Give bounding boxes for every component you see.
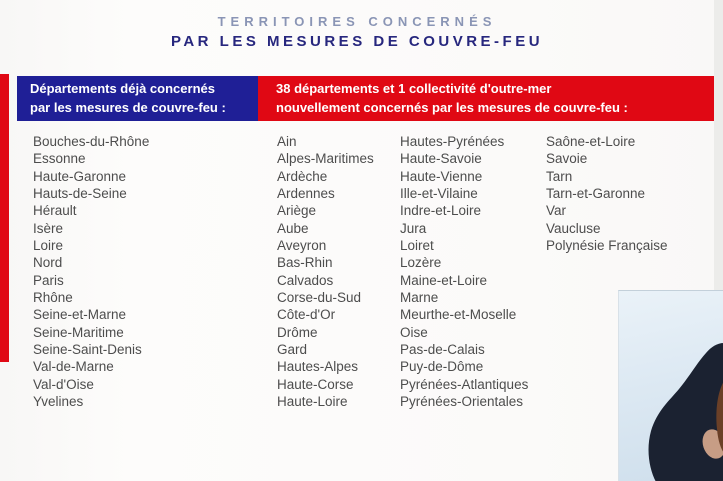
department-item: Haute-Savoie bbox=[400, 151, 482, 167]
department-item: Haute-Vienne bbox=[400, 168, 483, 184]
existing-header-line2: par les mesures de couvre-feu : bbox=[30, 99, 226, 115]
department-item: Loire bbox=[33, 238, 64, 254]
department-item: Pyrénées-Orientales bbox=[400, 394, 524, 410]
department-item: Drôme bbox=[277, 324, 318, 340]
department-item: Côte-d'Or bbox=[277, 307, 336, 323]
department-item: Ardèche bbox=[277, 168, 328, 184]
department-item: Indre-et-Loire bbox=[400, 203, 482, 219]
new-departments-list-col2: Hautes-Pyrénées Haute-Savoie Haute-Vienne I… bbox=[400, 133, 528, 411]
existing-departments-header: Départements déjà concernés par les mesu… bbox=[17, 76, 258, 121]
department-item: Jura bbox=[400, 220, 427, 236]
department-item: Polynésie Française bbox=[546, 238, 668, 254]
department-item: Vaucluse bbox=[546, 220, 601, 236]
department-item: Aveyron bbox=[277, 238, 327, 254]
department-item: Hautes-Alpes bbox=[277, 359, 359, 375]
department-item: Val-de-Marne bbox=[33, 359, 114, 375]
department-item: Rhône bbox=[33, 290, 73, 306]
department-item: Saône-et-Loire bbox=[546, 134, 636, 149]
department-item: Seine-et-Marne bbox=[33, 307, 127, 323]
department-item: Alpes-Maritimes bbox=[277, 151, 374, 167]
department-item: Paris bbox=[33, 272, 64, 288]
department-item: Ille-et-Vilaine bbox=[400, 186, 478, 202]
department-item: Savoie bbox=[546, 151, 588, 167]
new-departments-list-col3: Saône-et-Loire Savoie Tarn Tarn-et-Garonne V… bbox=[546, 133, 668, 254]
department-item: Loiret bbox=[400, 238, 434, 254]
department-item: Ain bbox=[277, 134, 297, 149]
new-departments-list-col1: Ain Alpes-Maritimes Ardèche Ardennes Ariège A… bbox=[277, 133, 374, 411]
department-item: Pas-de-Calais bbox=[400, 342, 485, 358]
department-item: Seine-Maritime bbox=[33, 324, 124, 340]
new-departments-header: 38 départements et 1 collectivité d'outr… bbox=[258, 76, 714, 121]
department-item: Haute-Loire bbox=[277, 394, 348, 410]
department-item: Pyrénées-Atlantiques bbox=[400, 376, 529, 392]
department-item: Bouches-du-Rhône bbox=[33, 134, 150, 149]
department-item: Val-d'Oise bbox=[33, 376, 94, 392]
department-item: Bas-Rhin bbox=[277, 255, 333, 271]
department-item: Tarn-et-Garonne bbox=[546, 186, 646, 202]
department-item: Hauts-de-Seine bbox=[33, 186, 127, 202]
department-item: Hérault bbox=[33, 203, 77, 219]
new-header-line2: nouvellement concernés par les mesures d… bbox=[276, 99, 628, 115]
department-item: Ariège bbox=[277, 203, 317, 219]
right-edge-strip bbox=[714, 0, 723, 481]
department-item: Tarn bbox=[546, 168, 573, 184]
department-item: Gard bbox=[277, 342, 308, 358]
page-title-line1: TERRITOIRES CONCERNÉS bbox=[217, 14, 497, 29]
department-item: Haute-Corse bbox=[277, 376, 354, 392]
department-item: Isère bbox=[33, 220, 64, 236]
department-item: Essonne bbox=[33, 151, 86, 167]
department-item: Maine-et-Loire bbox=[400, 272, 488, 288]
department-item: Aube bbox=[277, 220, 309, 236]
existing-header-line1: Départements déjà concernés bbox=[30, 81, 215, 96]
new-header-line1: 38 départements et 1 collectivité d'outr… bbox=[276, 81, 552, 96]
department-item: Meurthe-et-Moselle bbox=[400, 307, 517, 323]
sign-language-interpreter bbox=[648, 343, 723, 481]
department-item: Puy-de-Dôme bbox=[400, 359, 484, 375]
department-item: Marne bbox=[400, 290, 439, 306]
department-item: Haute-Garonne bbox=[33, 168, 127, 184]
page-title-line2: PAR LES MESURES DE COUVRE-FEU bbox=[170, 33, 544, 50]
department-item: Oise bbox=[400, 324, 428, 340]
section-header-bar: Départements déjà concernés par les mesu… bbox=[17, 76, 714, 121]
department-item: Nord bbox=[33, 255, 63, 271]
department-item: Ardennes bbox=[277, 186, 335, 202]
department-item: Lozère bbox=[400, 255, 442, 271]
existing-departments-list: Bouches-du-Rhône Essonne Haute-Garonne Haut… bbox=[33, 133, 149, 411]
department-item: Corse-du-Sud bbox=[277, 290, 362, 306]
department-item: Yvelines bbox=[33, 394, 84, 410]
department-item: Seine-Saint-Denis bbox=[33, 342, 142, 358]
sign-language-interpreter-inset bbox=[618, 290, 723, 481]
department-item: Hautes-Pyrénées bbox=[400, 134, 505, 149]
left-edge-red-strip bbox=[0, 74, 9, 362]
department-item: Var bbox=[546, 203, 567, 219]
department-item: Calvados bbox=[277, 272, 334, 288]
